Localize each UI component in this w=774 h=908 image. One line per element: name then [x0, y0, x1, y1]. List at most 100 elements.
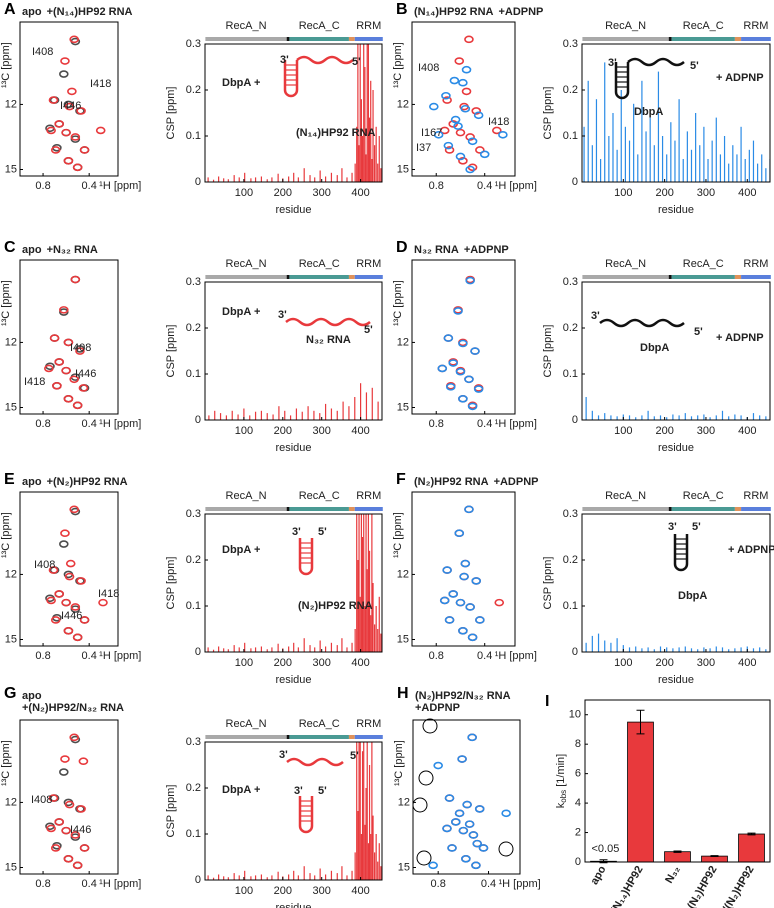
bars	[585, 397, 767, 420]
csp-bar	[765, 416, 767, 420]
x-tick-label: N₃₂	[663, 864, 682, 886]
y-tick-label: 0.2	[186, 554, 201, 566]
peak	[46, 596, 56, 605]
peak	[54, 590, 65, 598]
csp-bar	[336, 873, 338, 880]
y-axis-label-part: obs	[559, 790, 568, 803]
csp-bar	[303, 168, 305, 182]
bar	[627, 721, 654, 863]
csp-bar	[330, 642, 333, 652]
csp-bar	[271, 875, 273, 880]
csp-bar	[604, 62, 606, 182]
inset-label: 5'	[318, 785, 327, 797]
peak	[63, 395, 74, 403]
csp-bar	[380, 633, 382, 652]
domain-label: RRM	[743, 20, 768, 32]
y-tick-label: 0.3	[563, 38, 578, 50]
x-tick-label: 200	[274, 885, 292, 897]
x-axis-label: ¹H [ppm]	[99, 650, 141, 662]
csp-bar	[740, 126, 742, 182]
y-tick-label: 12	[397, 568, 409, 580]
domain-bar	[354, 507, 383, 511]
inset-label: 5'	[364, 324, 373, 336]
peak	[61, 128, 71, 137]
csp-bar	[765, 168, 767, 182]
peak	[433, 761, 443, 770]
csp-bar	[307, 406, 309, 420]
bars	[207, 514, 382, 652]
domain-label: RRM	[356, 718, 381, 730]
csp-bar	[330, 172, 333, 182]
y-tick-label: 0	[195, 176, 201, 188]
peak	[54, 120, 65, 128]
csp-bar	[370, 834, 372, 880]
peak-annotation: I408	[418, 62, 439, 74]
csp-bar	[225, 415, 227, 420]
domain-label: RecA_C	[683, 20, 724, 32]
csp-bar	[364, 606, 366, 652]
domain-label: RecA_C	[299, 490, 340, 502]
peak	[455, 128, 466, 137]
peak	[70, 135, 81, 143]
peak	[439, 126, 450, 135]
x-tick-label: 400	[351, 885, 369, 897]
y-axis-label: CSP [ppm]	[542, 87, 554, 140]
peak	[61, 826, 71, 835]
plot-frame	[204, 513, 383, 653]
csp-bar	[207, 177, 209, 182]
domain-bar	[582, 37, 669, 41]
csp-bar	[641, 648, 643, 652]
y-tick-label: 0.2	[186, 84, 201, 96]
y-tick-label: 15	[397, 401, 409, 413]
csp-bar	[260, 874, 263, 880]
domain-bar	[205, 507, 287, 511]
csp-bar	[212, 649, 215, 652]
csp-bar	[223, 178, 225, 182]
csp-bar	[336, 175, 338, 182]
csp-bar	[622, 645, 624, 652]
peak	[70, 605, 81, 613]
peak	[460, 559, 471, 568]
x-tick-label: 300	[697, 187, 715, 199]
csp-bar	[346, 647, 348, 652]
peak	[444, 616, 455, 624]
x-tick-label: 300	[313, 885, 331, 897]
x-axis-label: ¹H [ppm]	[495, 650, 537, 662]
x-axis-label: ¹H [ppm]	[495, 418, 537, 430]
y-tick-label: 0.2	[186, 782, 201, 794]
csp-bar	[351, 172, 353, 182]
x-tick-label: 400	[738, 425, 756, 437]
plot-frame	[411, 21, 516, 177]
peak	[492, 126, 502, 135]
csp-bar	[604, 413, 606, 420]
csp-bar	[293, 642, 295, 652]
csp-bar	[254, 647, 257, 652]
peak	[462, 800, 472, 809]
x-tick-label: (N₁₄)HP92	[609, 864, 646, 908]
csp-bar	[740, 647, 742, 652]
peak-annotation: I446	[75, 368, 96, 380]
csp-bar	[374, 145, 376, 182]
x-tick-label: 0.4	[82, 180, 97, 192]
domain-bar	[354, 735, 383, 739]
csp-bar	[690, 149, 693, 182]
peak	[64, 572, 75, 581]
csp-bar	[635, 646, 637, 652]
y-tick-label: 0.2	[563, 322, 578, 334]
csp-bar	[757, 163, 759, 182]
y-tick-label: 2	[575, 826, 581, 838]
y-tick-label: 10	[569, 709, 581, 721]
peak	[474, 805, 485, 813]
domain-linker	[286, 735, 290, 739]
csp-bar	[365, 788, 367, 880]
csp-bar	[277, 643, 279, 652]
peak	[460, 104, 471, 113]
domain-label: RecA_N	[226, 20, 267, 32]
peak	[48, 794, 59, 802]
inset-label: DbpA +	[222, 544, 260, 556]
y-tick-label: 15	[397, 633, 409, 645]
legend-entry: apo	[22, 476, 42, 488]
csp-bar	[358, 742, 360, 880]
csp-bar	[219, 413, 222, 420]
legend-entry: +(N₂)HP92 RNA	[47, 476, 128, 488]
